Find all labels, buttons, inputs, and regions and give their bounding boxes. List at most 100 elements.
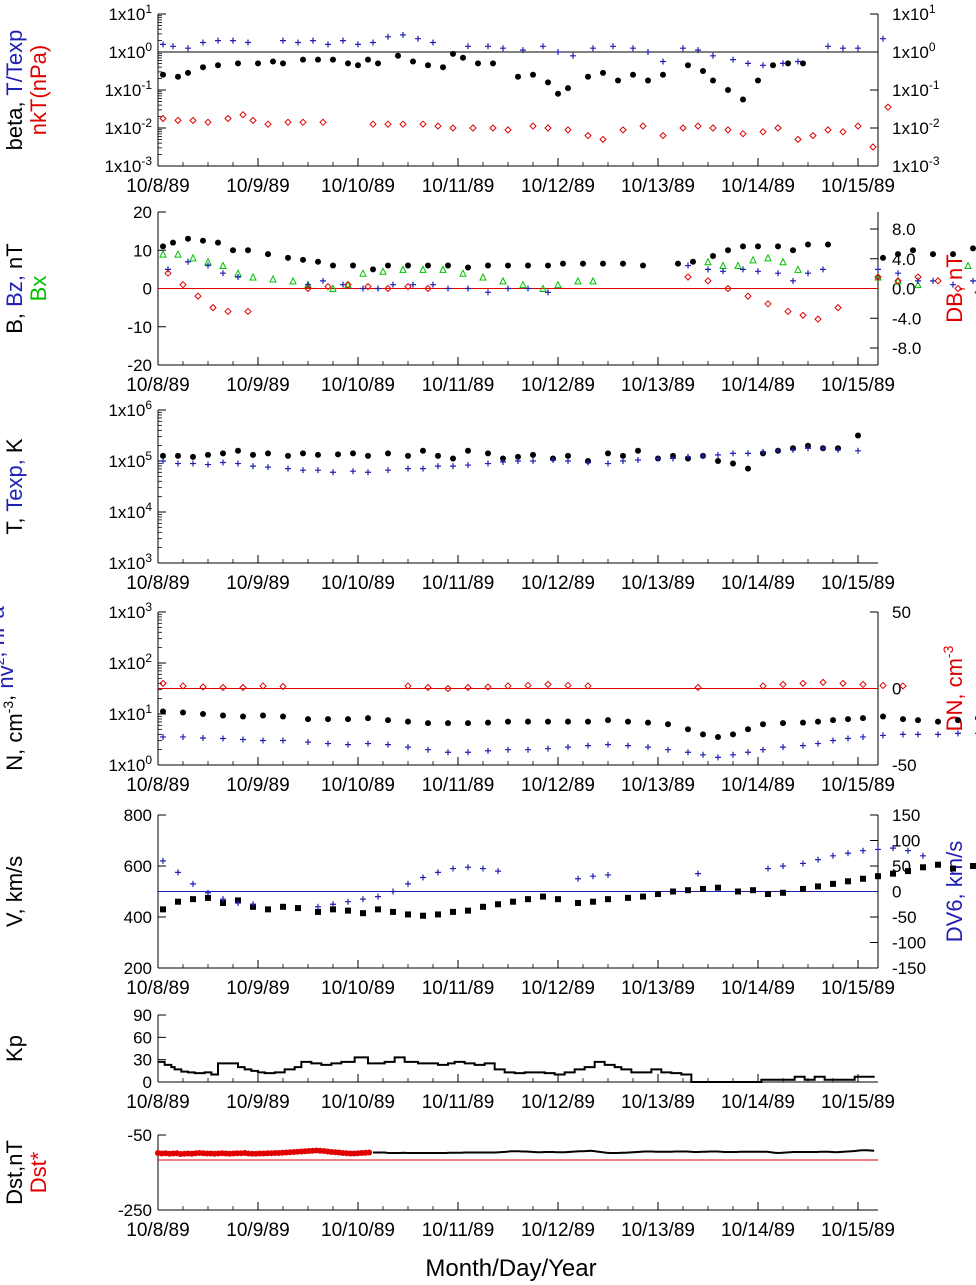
data-point (315, 467, 321, 474)
data-point (385, 262, 391, 269)
x-tick-label: 10/8/89 (126, 1092, 189, 1113)
data-point (780, 60, 786, 67)
data-point (795, 58, 801, 65)
data-point (760, 448, 766, 455)
data-point (360, 285, 366, 292)
data-point (215, 239, 221, 246)
data-point (799, 311, 807, 319)
data-point (859, 680, 867, 689)
left-tick-label: 1x103 (108, 551, 152, 573)
data-point (684, 273, 692, 281)
data-point (435, 911, 441, 918)
data-point (555, 896, 561, 903)
data-point (920, 864, 926, 871)
left-tick-label: 200 (124, 959, 152, 978)
data-point (764, 300, 772, 308)
data-point (565, 718, 571, 725)
data-point (630, 71, 636, 78)
data-point (545, 79, 551, 86)
right-tick-label: 1x100 (892, 40, 936, 62)
data-point (375, 893, 381, 900)
series-line (158, 1056, 875, 1083)
x-tick-label: 10/12/89 (521, 978, 595, 999)
data-point (405, 744, 411, 751)
data-point (300, 450, 306, 457)
data-point (565, 458, 571, 464)
data-point (525, 746, 531, 753)
data-point (745, 726, 751, 733)
left-tick-label: -10 (127, 318, 152, 337)
data-point (900, 716, 906, 723)
data-point (265, 450, 271, 457)
data-point (920, 852, 926, 859)
data-point (385, 33, 391, 40)
data-point (555, 90, 561, 97)
left-tick-label: 1x102 (108, 651, 152, 673)
data-point (765, 865, 771, 872)
x-tick-label: 10/14/89 (721, 375, 795, 396)
data-point (775, 243, 781, 250)
data-point (800, 60, 806, 67)
data-point (680, 45, 686, 52)
data-point (504, 682, 512, 690)
data-point (174, 116, 182, 125)
data-point (880, 254, 886, 261)
data-point (584, 131, 592, 140)
data-point (590, 873, 596, 880)
data-point (704, 257, 712, 266)
data-point (375, 906, 381, 913)
data-point (465, 264, 471, 271)
data-point (715, 451, 721, 458)
data-point (485, 719, 491, 726)
data-point (235, 60, 241, 67)
data-point (194, 292, 202, 300)
data-point (415, 35, 421, 42)
data-point (159, 249, 167, 258)
x-tick-label: 10/14/89 (721, 1092, 795, 1113)
data-point (760, 62, 766, 69)
data-point (890, 870, 896, 877)
data-point (399, 265, 407, 273)
data-point (319, 118, 327, 127)
data-point (800, 742, 806, 749)
data-point (675, 260, 681, 267)
left-tick-label: 60 (133, 1028, 152, 1047)
data-point (330, 262, 336, 269)
data-point (264, 120, 272, 128)
data-point (230, 37, 236, 44)
data-point (185, 258, 191, 265)
data-point (550, 456, 556, 463)
x-tick-label: 10/14/89 (721, 775, 795, 796)
data-point (800, 719, 806, 726)
data-point (425, 62, 431, 69)
data-point (310, 37, 316, 44)
data-point (260, 737, 266, 744)
data-point (200, 711, 206, 717)
data-point (545, 262, 551, 269)
data-point (395, 52, 401, 59)
data-point (530, 451, 536, 458)
data-point (880, 732, 886, 739)
data-point (315, 451, 321, 458)
data-point (434, 122, 442, 130)
data-point (720, 268, 726, 275)
data-point (399, 120, 407, 128)
data-point (175, 452, 181, 459)
data-point (565, 744, 571, 751)
data-point (894, 277, 902, 285)
data-point (465, 43, 471, 50)
data-point (304, 284, 312, 293)
data-point (560, 260, 566, 267)
data-point (830, 717, 836, 724)
data-point (255, 60, 261, 67)
series-beta-0 (160, 50, 806, 103)
series-density-1 (160, 730, 976, 761)
data-point (619, 126, 627, 134)
data-point (249, 272, 257, 281)
data-point (295, 39, 301, 46)
data-point (370, 39, 376, 46)
x-tick-label: 10/8/89 (126, 775, 189, 796)
data-point (220, 712, 226, 719)
left-tick-label: 0 (143, 1073, 152, 1092)
x-tick-label: 10/14/89 (721, 573, 795, 594)
